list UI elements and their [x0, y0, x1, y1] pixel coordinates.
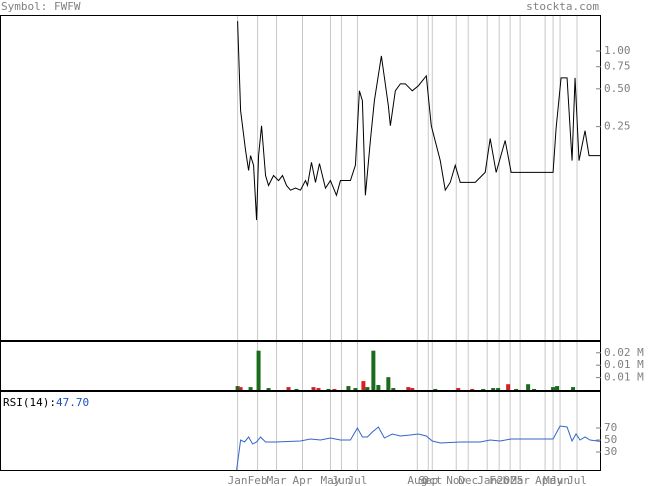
y-tick-label: 30	[604, 445, 617, 458]
x-tick-label: Nov	[446, 474, 466, 486]
site-label: stockta.com	[526, 0, 599, 13]
volume-bar	[326, 388, 331, 390]
rsi-panel	[0, 391, 601, 471]
x-tick-label: 2025	[497, 474, 524, 486]
volume-bar	[551, 387, 556, 390]
x-tick-label: May	[543, 474, 563, 486]
x-tick-label: Dec	[458, 474, 478, 486]
volume-bar	[410, 388, 415, 390]
x-tick-label: Jul	[347, 474, 367, 486]
volume-panel	[0, 341, 601, 391]
y-tick-label: 70	[604, 421, 617, 434]
volume-bar	[496, 388, 501, 390]
volume-bar	[248, 387, 253, 390]
x-tick-label: Apr	[535, 474, 555, 486]
volume-bar	[470, 388, 475, 390]
volume-bar	[433, 388, 438, 390]
volume-bar	[365, 387, 370, 390]
volume-bar	[256, 350, 261, 390]
y-tick-label: 0.75	[604, 60, 631, 73]
volume-bar	[514, 388, 519, 390]
volume-bar	[555, 386, 560, 390]
volume-bar	[353, 388, 358, 390]
x-tick-label: May	[321, 474, 341, 486]
volume-bar	[406, 387, 411, 390]
y-tick-label: 0.50	[604, 82, 631, 95]
x-tick-label: Jan	[477, 474, 497, 486]
x-tick-label: Jun	[331, 474, 351, 486]
y-tick-label: 0.01 M	[604, 358, 644, 371]
x-tick-label: Sep	[418, 474, 438, 486]
rsi-label: RSI(14):	[3, 396, 56, 409]
y-tick-label: 0.25	[604, 120, 631, 133]
volume-bar	[491, 388, 496, 390]
rsi-value: 47.70	[56, 396, 89, 409]
volume-bar	[332, 388, 337, 390]
volume-bar	[371, 350, 376, 390]
volume-bar	[266, 388, 271, 390]
volume-bar	[481, 388, 486, 390]
volume-bar	[238, 387, 243, 390]
price-panel	[0, 15, 601, 341]
volume-bar	[235, 386, 240, 390]
y-tick-label: 50	[604, 433, 617, 446]
line	[237, 21, 600, 221]
x-tick-label: Oct	[422, 474, 442, 486]
y-tick-label: 0.01 M	[604, 371, 644, 384]
volume-bar	[506, 384, 511, 390]
x-tick-label: Mar	[267, 474, 287, 486]
volume-bar	[391, 388, 396, 390]
x-tick-label: Feb	[489, 474, 509, 486]
x-tick-label: Jun	[550, 474, 570, 486]
volume-bar	[361, 381, 366, 390]
volume-bar	[526, 384, 531, 390]
volume-bar	[311, 387, 316, 390]
x-tick-label: Aug	[407, 474, 427, 486]
volume-bar	[346, 386, 351, 390]
volume-bar	[376, 385, 381, 390]
symbol-label: Symbol: FWFW	[1, 0, 81, 13]
volume-bar	[571, 387, 576, 390]
x-tick-label: Jan	[228, 474, 248, 486]
volume-bar	[386, 377, 391, 390]
volume-bar	[294, 388, 299, 390]
x-tick-label: Feb	[248, 474, 268, 486]
y-tick-label: 1.00	[604, 44, 631, 57]
volume-bar	[456, 388, 461, 390]
line	[236, 425, 601, 471]
volume-bar	[532, 388, 537, 390]
x-tick-label: Mar	[510, 474, 530, 486]
x-tick-label: Apr	[293, 474, 313, 486]
volume-bar	[286, 387, 291, 390]
y-tick-label: 0.02 M	[604, 346, 644, 359]
volume-bar	[316, 388, 321, 390]
x-tick-label: Jul	[567, 474, 587, 486]
